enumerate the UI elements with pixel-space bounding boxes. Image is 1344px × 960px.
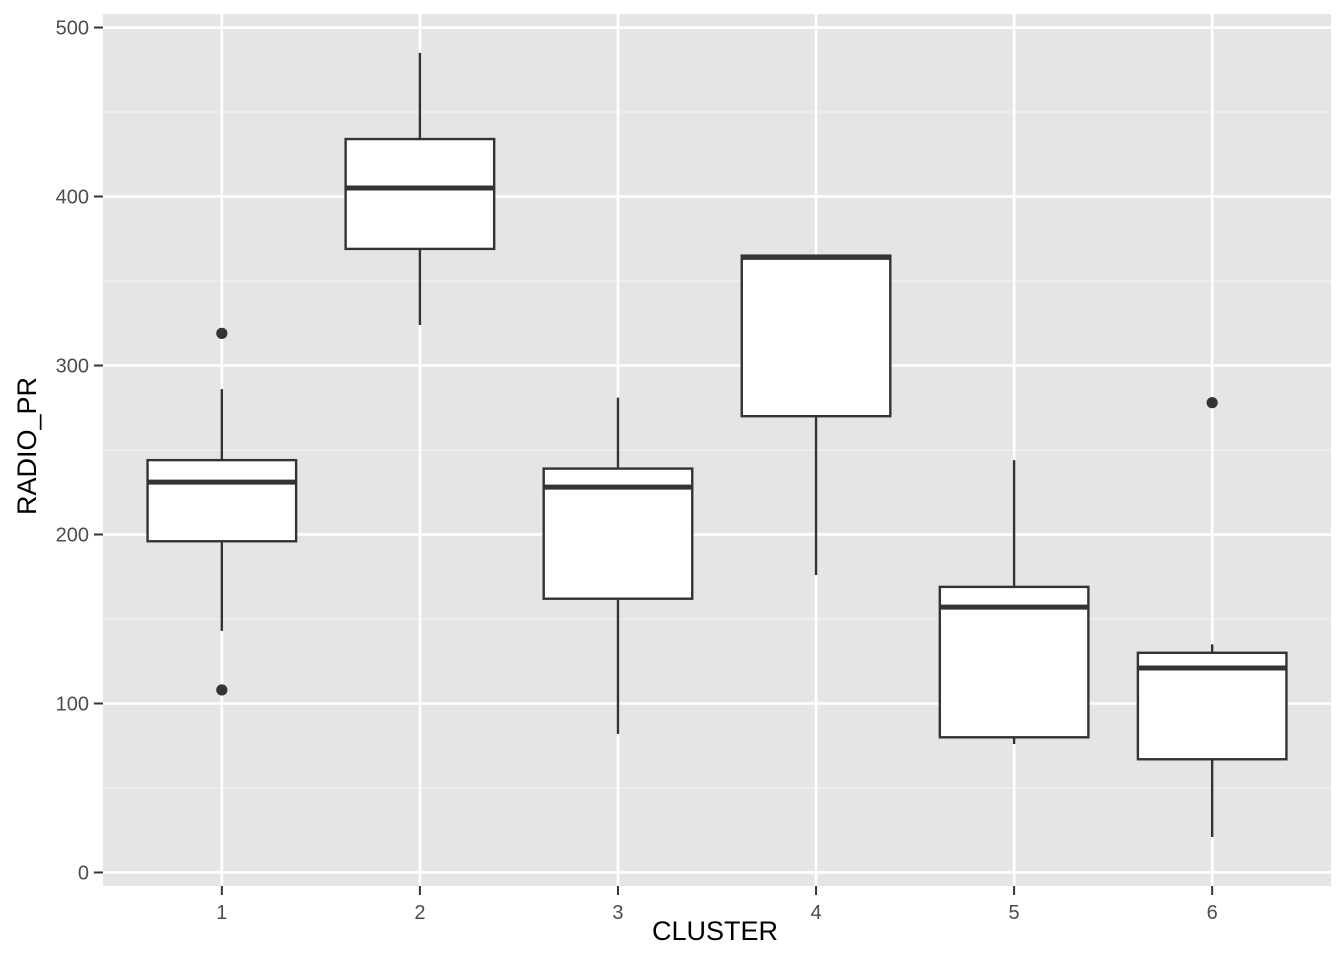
- y-tick-label: 300: [56, 356, 89, 378]
- x-axis: 1 2 3 4 5 6: [216, 886, 1218, 924]
- x-tick-label: 5: [1009, 902, 1020, 924]
- minor-gridlines: [103, 111, 1331, 789]
- outlier-point: [1206, 397, 1218, 409]
- y-tick-label: 500: [56, 18, 89, 40]
- y-tick-label: 0: [78, 862, 89, 884]
- box-group-3: [542, 397, 694, 734]
- outlier-point: [216, 684, 228, 696]
- box: [344, 137, 496, 251]
- x-axis-title: CLUSTER: [652, 916, 778, 946]
- box-group-4: [740, 254, 892, 576]
- box-series: [146, 52, 1288, 837]
- x-tick-label: 3: [612, 902, 623, 924]
- y-axis: 0 100 200 300 400 500: [56, 18, 103, 884]
- y-tick-label: 400: [56, 187, 89, 209]
- y-tick-label: 200: [56, 524, 89, 546]
- y-axis-title: RADIO_PR: [12, 377, 42, 515]
- x-tick-label: 1: [216, 902, 227, 924]
- box: [1136, 651, 1288, 761]
- x-tick-label: 4: [810, 902, 821, 924]
- box: [740, 254, 892, 418]
- box-group-1: [146, 327, 298, 696]
- x-tick-label: 2: [414, 902, 425, 924]
- box: [542, 467, 694, 600]
- box-group-2: [344, 52, 496, 325]
- box-group-5: [938, 460, 1090, 745]
- box: [146, 458, 298, 543]
- x-tick-label: 6: [1207, 902, 1218, 924]
- outlier-point: [216, 327, 228, 339]
- y-tick-label: 100: [56, 693, 89, 715]
- box-group-6: [1136, 397, 1288, 837]
- box: [938, 585, 1090, 739]
